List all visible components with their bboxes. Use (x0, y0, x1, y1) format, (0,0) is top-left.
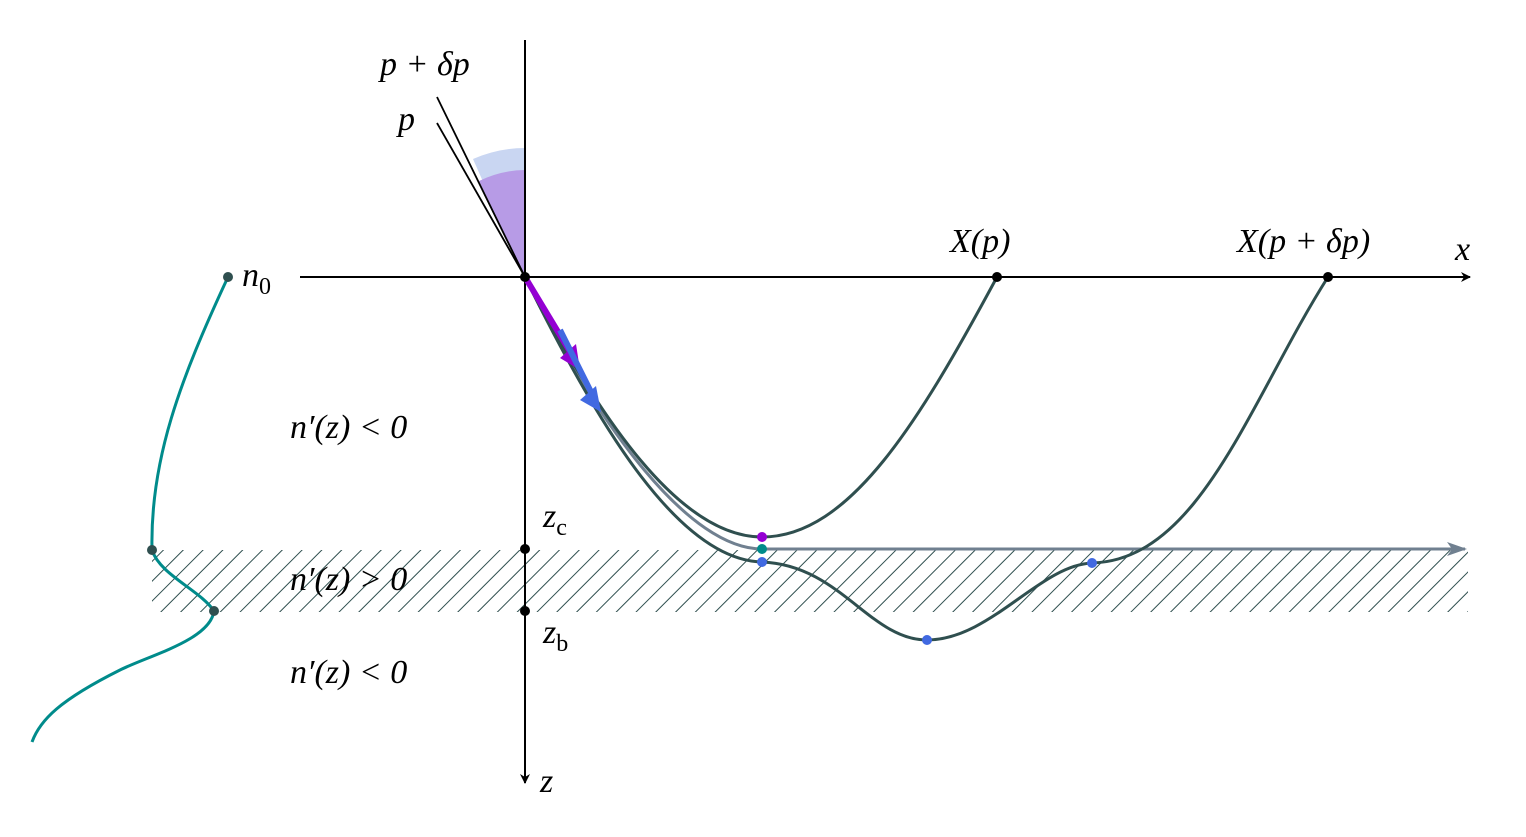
ray-line-p-delta (436, 96, 526, 278)
label-p-delta: p + δp (378, 46, 470, 83)
turning-point (922, 635, 932, 645)
label-p: p (396, 101, 415, 138)
label-sub: b (556, 631, 568, 657)
label-region-bottom: n′(z) < 0 (290, 654, 407, 691)
label-region-mid: n′(z) > 0 (290, 561, 407, 598)
point-zc (520, 544, 530, 554)
label-zc: zc (542, 498, 567, 541)
points (147, 272, 1333, 645)
label-base: z (542, 498, 556, 535)
turning-point (757, 544, 767, 554)
turning-point (1087, 558, 1097, 568)
profile-point (209, 606, 219, 616)
label-z-axis: z (539, 763, 553, 800)
direction-arrowhead-p-delta (580, 386, 601, 412)
label-n0: n0 (242, 257, 271, 300)
profile-point (147, 545, 157, 555)
label-x-axis: x (1454, 231, 1470, 268)
label-sub: c (556, 515, 567, 541)
label-zb: zb (542, 614, 568, 657)
label-X-p-delta: X(p + δp) (1235, 223, 1370, 260)
ray-line-p (436, 122, 526, 278)
point-zb (520, 606, 530, 616)
label-sub: 0 (259, 274, 271, 300)
label-region-top: n′(z) < 0 (290, 409, 407, 446)
turning-point (757, 557, 767, 567)
hatched-layer (152, 550, 1468, 612)
profile-point (223, 272, 233, 282)
origin-point (520, 272, 530, 282)
index-profile (30, 276, 230, 743)
angle-wedge-inner (479, 170, 525, 277)
label-base: z (542, 614, 556, 651)
point-X-p-delta (1323, 272, 1333, 282)
direction-arrow-p-delta (557, 328, 598, 402)
label-base: n (242, 257, 259, 294)
label-X-p: X(p) (948, 223, 1010, 260)
turning-point (757, 532, 767, 542)
point-X-p (992, 272, 1002, 282)
